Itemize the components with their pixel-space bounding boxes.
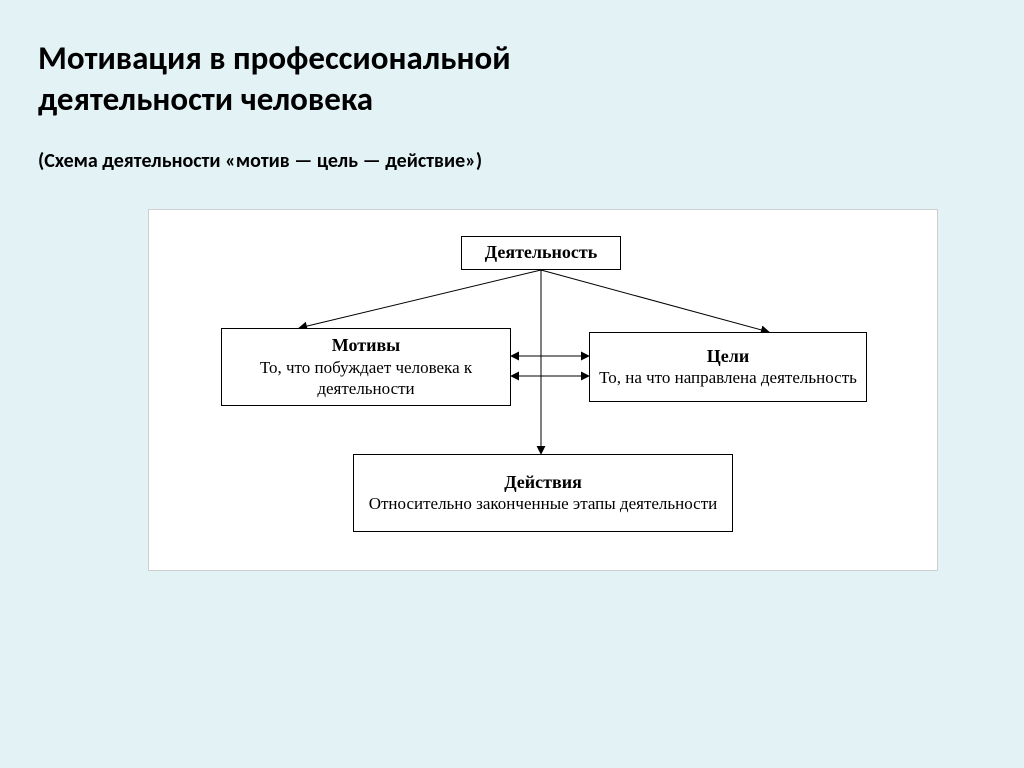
slide-subtitle: (Схема деятельности «мотив — цель — дейс…	[38, 149, 986, 173]
node-goals-title: Цели	[598, 345, 858, 368]
slide: Мотивация в профессиональной деятельност…	[0, 0, 1024, 768]
node-actions: Действия Относительно законченные этапы …	[353, 454, 733, 532]
node-actions-title: Действия	[362, 471, 724, 494]
node-activity-title: Деятельность	[470, 241, 612, 264]
node-activity: Деятельность	[461, 236, 621, 270]
node-motives: Мотивы То, что побуждает человека к деят…	[221, 328, 511, 406]
node-goals-desc: То, на что направлена деятельность	[598, 367, 858, 388]
slide-title: Мотивация в профессиональной деятельност…	[38, 38, 986, 121]
title-line-2: деятельности человека	[38, 79, 373, 119]
title-line-1: Мотивация в профессиональной	[38, 38, 511, 78]
node-goals: Цели То, на что направлена деятельность	[589, 332, 867, 402]
node-motives-desc: То, что побуждает человека к деятельност…	[230, 357, 502, 400]
node-motives-title: Мотивы	[230, 334, 502, 357]
node-actions-desc: Относительно законченные этапы деятельно…	[362, 493, 724, 514]
diagram-panel: Деятельность Мотивы То, что побуждает че…	[148, 209, 938, 571]
